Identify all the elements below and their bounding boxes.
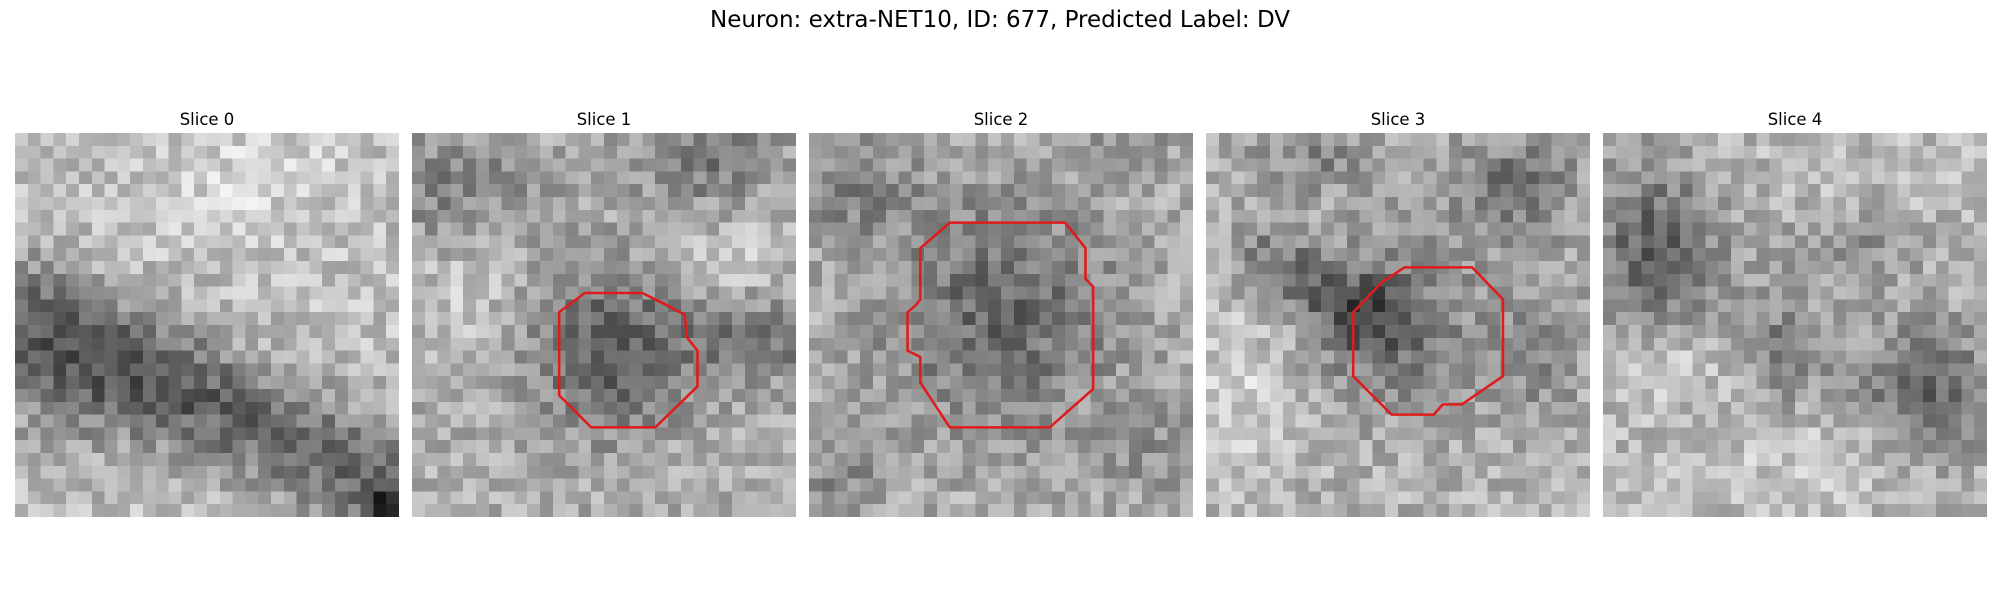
roi-outline-2 <box>906 221 1095 429</box>
roi-outline-1 <box>557 291 699 429</box>
slice-panel-0: Slice 0 <box>15 107 399 517</box>
slice-title-1: Slice 1 <box>576 110 632 129</box>
slice-image-2 <box>809 133 1193 517</box>
slice-panel-4: Slice 4 <box>1603 107 1987 517</box>
slice-title-2: Slice 2 <box>973 110 1029 129</box>
slice-image-3 <box>1206 133 1590 517</box>
slice-panel-2: Slice 2 <box>809 107 1193 517</box>
slice-title-0: Slice 0 <box>179 110 235 129</box>
slice-panel-1: Slice 1 <box>412 107 796 517</box>
roi-outline-3 <box>1351 266 1505 416</box>
slice-title-4: Slice 4 <box>1767 110 1823 129</box>
slice-panel-3: Slice 3 <box>1206 107 1590 517</box>
figure-title: Neuron: extra-NET10, ID: 677, Predicted … <box>710 7 1290 33</box>
slice-title-3: Slice 3 <box>1370 110 1426 129</box>
slice-image-4 <box>1603 133 1987 517</box>
slice-image-0 <box>15 133 399 517</box>
slice-image-1 <box>412 133 796 517</box>
